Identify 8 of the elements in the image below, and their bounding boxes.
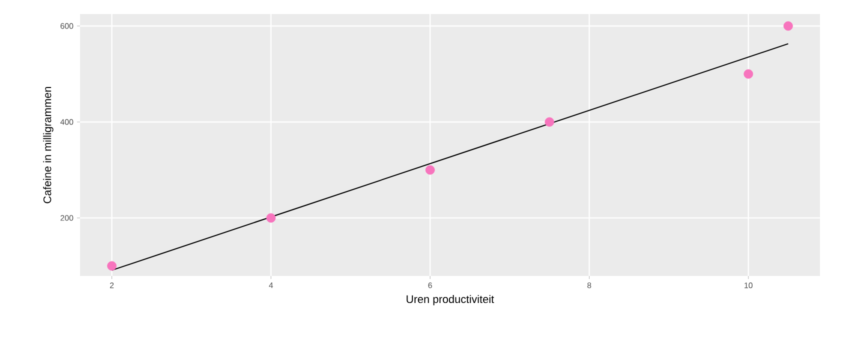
point <box>107 261 117 271</box>
point <box>266 213 276 223</box>
x-axis-title: Uren productiviteit <box>406 295 494 306</box>
point <box>425 165 435 175</box>
point <box>544 117 554 127</box>
point <box>744 69 754 79</box>
y-axis-title: Cafeine in milligrammen <box>43 86 54 204</box>
point <box>783 21 793 31</box>
